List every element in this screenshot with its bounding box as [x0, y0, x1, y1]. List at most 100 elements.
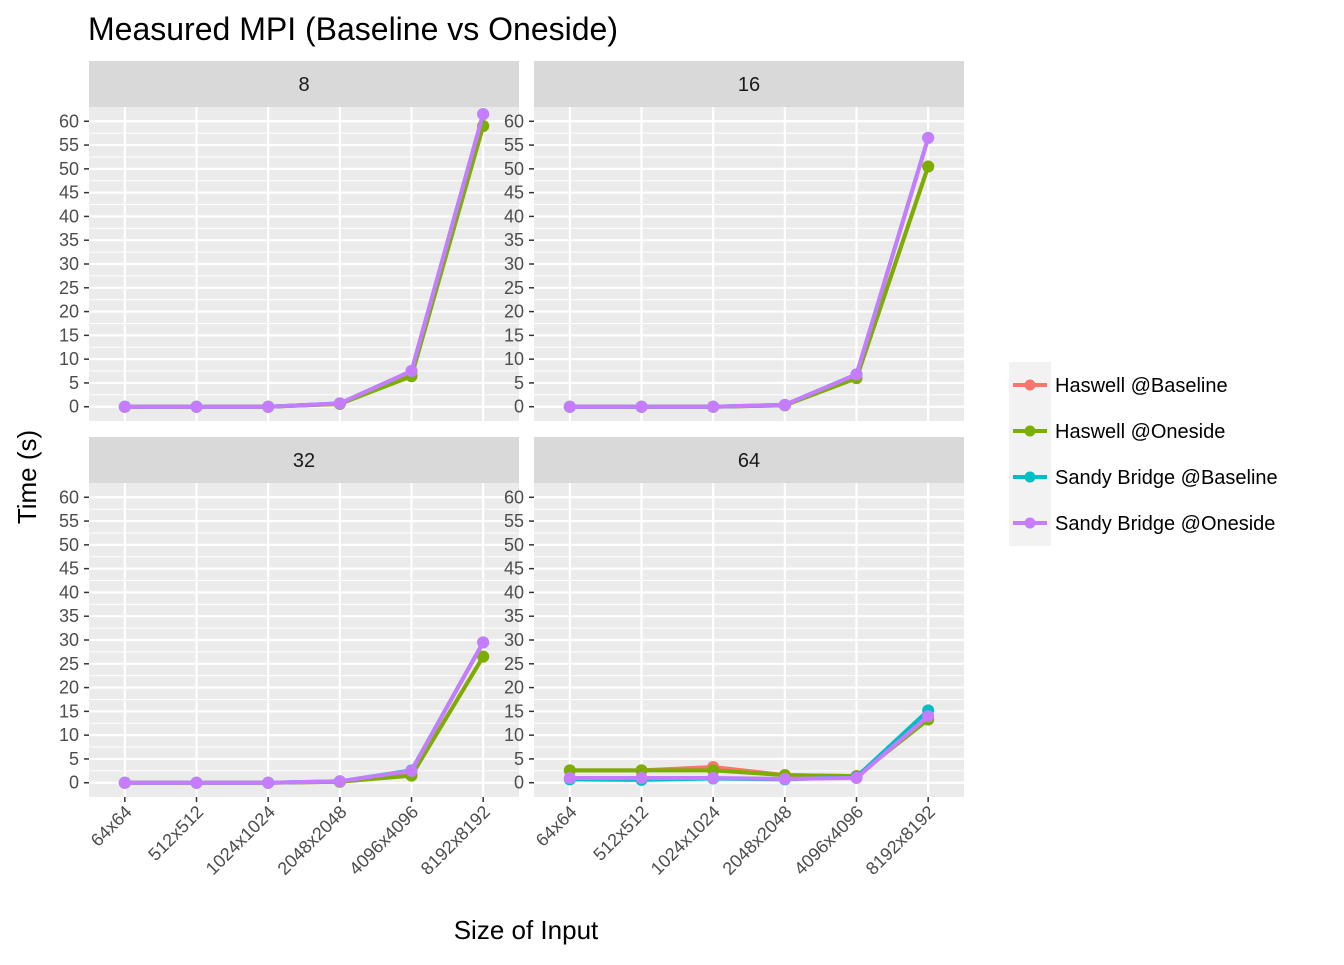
x-tick-label: 4096x4096 [790, 802, 867, 879]
y-tick-label: 15 [504, 325, 524, 345]
y-tick-label: 15 [59, 325, 79, 345]
y-tick-label: 45 [59, 559, 79, 579]
data-point [563, 400, 576, 413]
x-tick-label: 2048x2048 [274, 802, 351, 879]
y-tick-label: 60 [59, 111, 79, 131]
y-tick-label: 20 [504, 302, 524, 322]
y-tick-label: 45 [59, 183, 79, 203]
legend-item: Sandy Bridge @Baseline [1009, 454, 1278, 500]
x-tick-label: 8192x8192 [862, 802, 939, 879]
series-line [122, 112, 486, 409]
y-tick-label: 40 [504, 206, 524, 226]
data-point [850, 368, 863, 381]
y-tick-label: 50 [504, 159, 524, 179]
data-point [477, 636, 490, 649]
x-tick-label: 1024x1024 [647, 802, 724, 879]
y-tick-label: 45 [504, 183, 524, 203]
y-tick-label: 15 [59, 701, 79, 721]
legend-label: Haswell @Baseline [1055, 375, 1228, 397]
y-tick-label: 50 [59, 159, 79, 179]
y-tick-label: 30 [504, 630, 524, 650]
y-tick-label: 10 [59, 349, 79, 369]
data-point [922, 131, 935, 144]
data-point [635, 400, 648, 413]
facet-strip [534, 437, 964, 483]
y-tick-label: 55 [59, 511, 79, 531]
data-point [262, 776, 275, 789]
data-point [707, 400, 720, 413]
y-tick-label: 50 [59, 535, 79, 555]
facet-strip [89, 437, 519, 483]
y-tick-label: 40 [59, 582, 79, 602]
legend-key-point [1024, 379, 1036, 391]
legend-item: Haswell @Oneside [1009, 408, 1225, 454]
data-point [262, 400, 275, 413]
facet-strip-label: 64 [738, 450, 760, 472]
y-tick-label: 35 [59, 230, 79, 250]
facet-panels: 8051015202530354045505560160510152025303… [59, 61, 964, 879]
y-tick-label: 60 [504, 111, 524, 131]
y-tick-label: 60 [504, 487, 524, 507]
data-point [635, 771, 648, 784]
y-tick-label: 5 [69, 373, 79, 393]
data-point [190, 776, 203, 789]
y-axis-title: Time (s) [12, 430, 42, 524]
x-axis-title: Size of Input [454, 915, 599, 945]
data-point [118, 776, 131, 789]
y-tick-label: 10 [504, 349, 524, 369]
data-point [333, 775, 346, 788]
facet-strip-label: 16 [738, 74, 760, 96]
facet-panel-16: 16 0 5 10 15 20 25 30 35 40 45 50 55 60 [504, 61, 964, 421]
y-tick-label: 5 [514, 749, 524, 769]
y-tick-label: 55 [504, 135, 524, 155]
y-tick-label: 40 [59, 206, 79, 226]
legend-item: Sandy Bridge @Oneside [1009, 500, 1275, 546]
y-tick-label: 10 [59, 725, 79, 745]
x-tick-label: 1024x1024 [202, 802, 279, 879]
legend-label: Haswell @Oneside [1055, 421, 1225, 443]
facet-strip [89, 61, 519, 107]
y-tick-label: 0 [514, 397, 524, 417]
legend-key-point [1024, 425, 1036, 437]
y-tick-label: 20 [59, 678, 79, 698]
y-tick-label: 50 [504, 535, 524, 555]
y-tick-label: 25 [504, 654, 524, 674]
legend-key-point [1024, 517, 1036, 529]
facet-strip-label: 8 [298, 74, 309, 96]
y-tick-label: 25 [504, 278, 524, 298]
y-tick-label: 0 [69, 773, 79, 793]
data-point [563, 771, 576, 784]
chart-title: Measured MPI (Baseline vs Oneside) [88, 11, 618, 47]
x-tick-label: 512x512 [144, 802, 207, 865]
legend-label: Sandy Bridge @Baseline [1055, 467, 1278, 489]
y-tick-label: 20 [59, 302, 79, 322]
x-tick-label: 2048x2048 [719, 802, 796, 879]
x-tick-label: 4096x4096 [345, 802, 422, 879]
y-tick-label: 30 [59, 254, 79, 274]
legend-label: Sandy Bridge @Oneside [1055, 513, 1275, 535]
y-tick-label: 25 [59, 654, 79, 674]
y-tick-label: 40 [504, 582, 524, 602]
data-point [333, 397, 346, 410]
y-tick-label: 10 [504, 725, 524, 745]
x-tick-label: 512x512 [589, 802, 652, 865]
legend-item: Haswell @Baseline [1009, 362, 1228, 408]
data-point [477, 650, 490, 663]
y-tick-label: 45 [504, 559, 524, 579]
facet-panel-8: 8 0 5 10 15 20 25 30 35 40 45 50 55 60 [59, 61, 519, 421]
data-point [922, 710, 935, 723]
y-tick-label: 5 [69, 749, 79, 769]
y-tick-label: 0 [69, 397, 79, 417]
y-tick-label: 30 [504, 254, 524, 274]
y-tick-label: 30 [59, 630, 79, 650]
facet-strip-label: 32 [293, 450, 315, 472]
legend: Haswell @Baseline Haswell @Oneside Sandy B… [1009, 362, 1278, 546]
y-tick-label: 20 [504, 678, 524, 698]
y-tick-label: 25 [59, 278, 79, 298]
data-point [778, 398, 791, 411]
facet-panel-32: 32 0 5 10 15 20 25 30 35 40 45 50 55 60 64x64 512x51210… [59, 437, 519, 879]
data-point [190, 400, 203, 413]
facet-panel-64: 64 0 5 10 15 20 25 30 35 40 45 50 55 60 64x64 512x51210… [504, 437, 964, 879]
